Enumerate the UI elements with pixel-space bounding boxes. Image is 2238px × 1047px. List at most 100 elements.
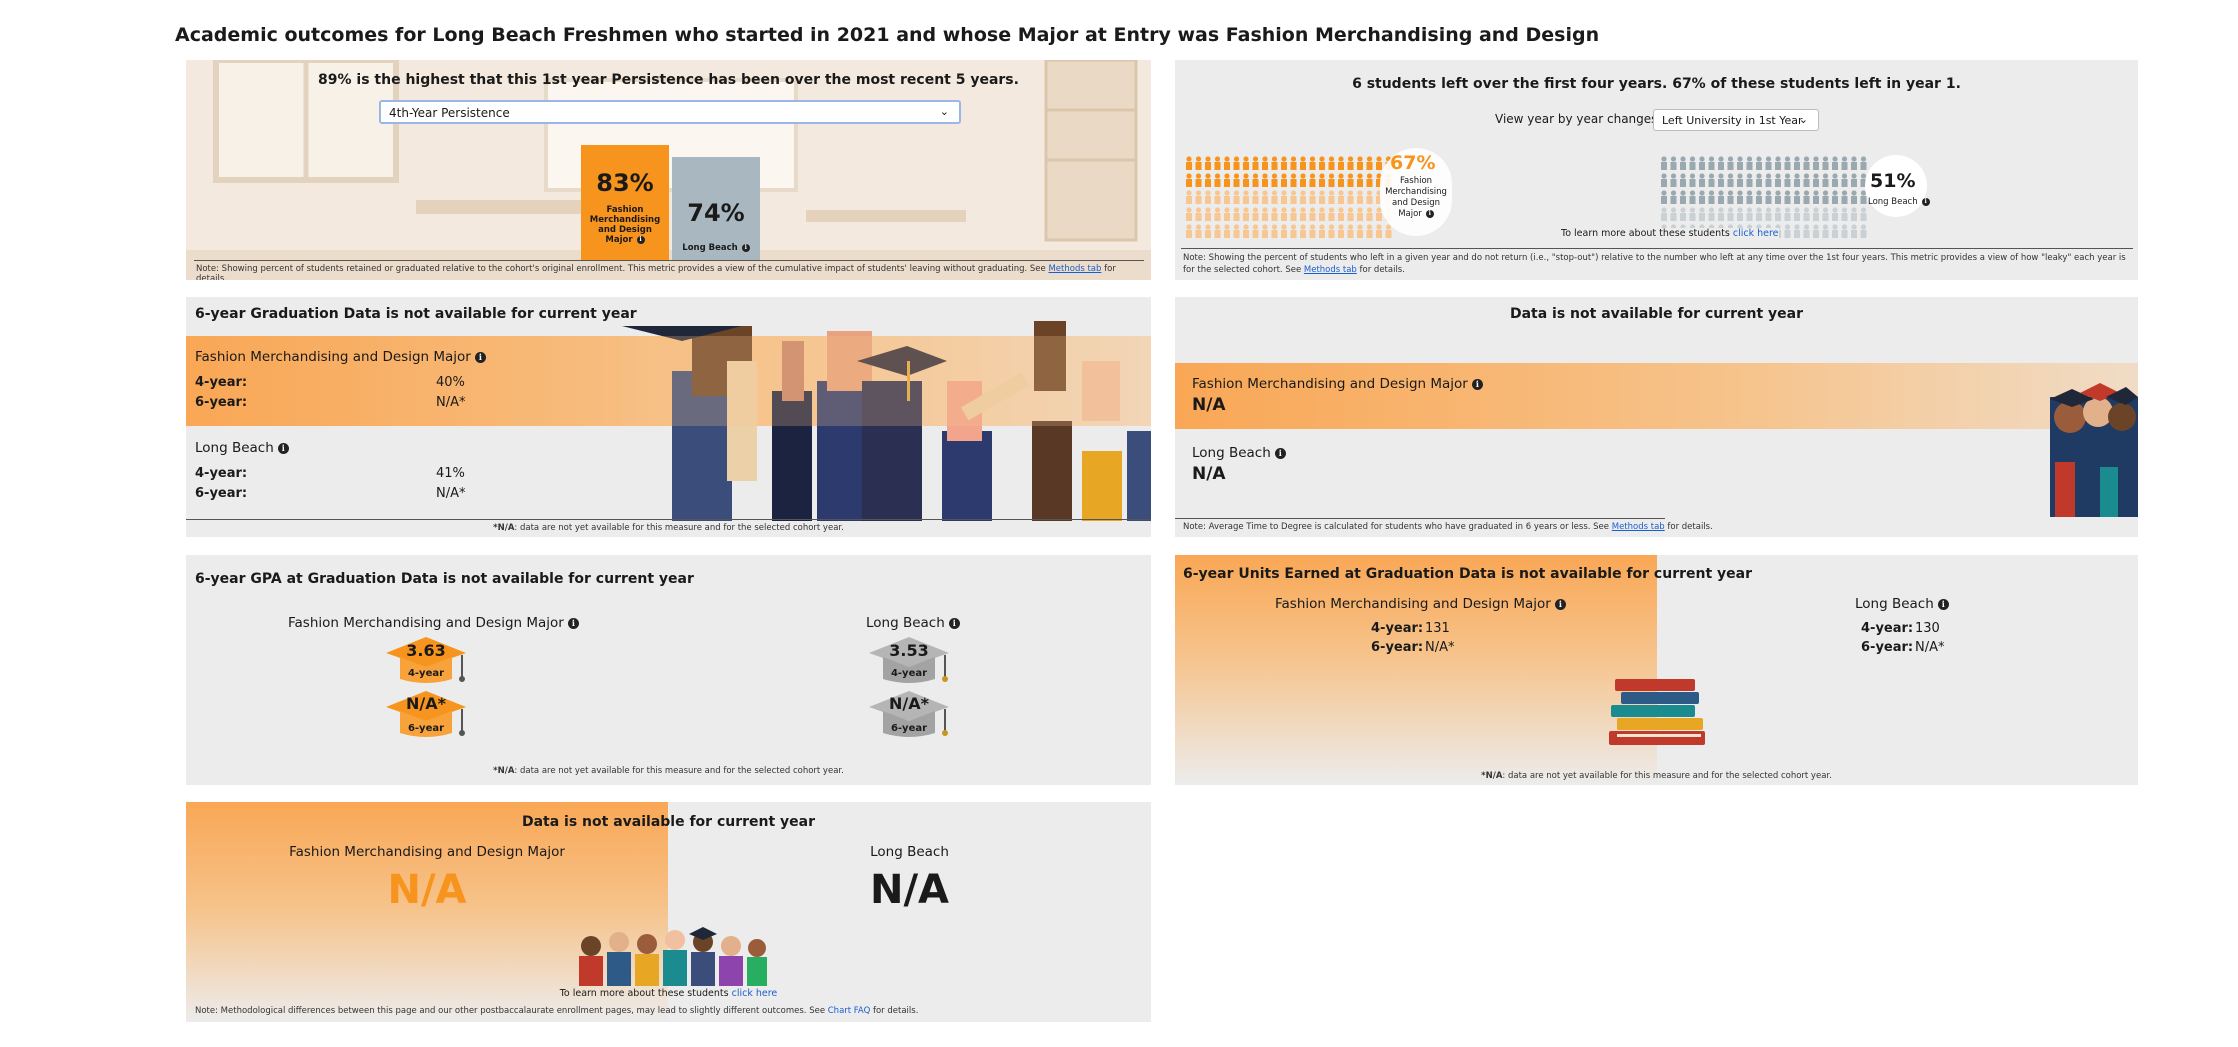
person-icon bbox=[1205, 230, 1211, 238]
person-icon bbox=[1338, 224, 1344, 230]
info-icon[interactable]: i bbox=[741, 243, 750, 252]
person-icon bbox=[1328, 224, 1335, 230]
person-icon bbox=[1281, 162, 1287, 170]
person-icon bbox=[1756, 190, 1762, 196]
person-icon bbox=[1281, 207, 1287, 213]
person-icon bbox=[1357, 196, 1363, 204]
ttd-divider bbox=[1175, 518, 1665, 519]
person-icon bbox=[1851, 162, 1857, 170]
info-icon[interactable]: i bbox=[1921, 197, 1930, 206]
person-icon bbox=[1309, 173, 1316, 179]
person-icon bbox=[1281, 156, 1287, 162]
person-icon bbox=[1832, 190, 1838, 196]
major-6yr-gpa: N/A* bbox=[406, 694, 446, 713]
person-icon bbox=[1243, 224, 1249, 230]
major-4yr-cap-icon bbox=[386, 637, 466, 683]
person-icon bbox=[1803, 190, 1810, 196]
person-icon bbox=[1309, 179, 1316, 187]
person-icon bbox=[1233, 196, 1240, 204]
person-icon bbox=[1243, 190, 1249, 196]
person-icon bbox=[1708, 213, 1715, 221]
person-icon bbox=[1366, 207, 1373, 213]
info-icon[interactable]: i bbox=[474, 351, 486, 363]
person-icon bbox=[1822, 224, 1829, 230]
person-icon bbox=[1243, 230, 1249, 238]
person-icon bbox=[1851, 224, 1857, 230]
person-icon bbox=[1680, 173, 1686, 179]
person-icon bbox=[1737, 190, 1743, 196]
methods-tab-link[interactable]: Methods tab bbox=[1611, 522, 1665, 532]
info-icon[interactable]: i bbox=[1425, 209, 1434, 218]
person-icon bbox=[1233, 207, 1240, 213]
person-icon bbox=[1803, 207, 1810, 213]
campus-units-6yr-value: N/A* bbox=[1915, 640, 1945, 655]
campus-postbacc-label: Long Beach bbox=[870, 844, 949, 860]
year-changes-dropdown[interactable]: Left University in 1st Year ⌄ bbox=[1653, 109, 1819, 131]
person-icon bbox=[1822, 179, 1829, 187]
person-icon bbox=[1186, 224, 1192, 230]
info-icon[interactable]: i bbox=[636, 235, 645, 244]
person-icon bbox=[1271, 224, 1278, 230]
person-icon bbox=[1794, 179, 1800, 187]
info-icon[interactable]: i bbox=[277, 442, 289, 454]
person-icon bbox=[1385, 230, 1392, 238]
persistence-note: Note: Showing percent of students retain… bbox=[196, 264, 1116, 280]
person-icon bbox=[1319, 213, 1325, 221]
person-icon bbox=[1195, 179, 1202, 187]
person-icon bbox=[1727, 173, 1734, 179]
methods-tab-link[interactable]: Methods tab bbox=[1048, 264, 1102, 274]
gpa-title: 6-year GPA at Graduation Data is not ava… bbox=[195, 571, 694, 587]
time-to-degree-note: Note: Average Time to Degree is calculat… bbox=[1183, 522, 1713, 532]
learn-more-link[interactable]: click here bbox=[731, 988, 778, 999]
chart-faq-link[interactable]: Chart FAQ bbox=[827, 1006, 871, 1016]
learn-more-link[interactable]: click here bbox=[1732, 228, 1779, 239]
methods-tab-link[interactable]: Methods tab bbox=[1303, 265, 1357, 275]
person-icon bbox=[1727, 190, 1734, 196]
person-icon bbox=[1195, 156, 1202, 162]
person-icon bbox=[1224, 213, 1230, 221]
campus-units-6yr-label: 6-year: bbox=[1861, 640, 1914, 655]
person-icon bbox=[1224, 156, 1230, 162]
person-icon bbox=[1689, 190, 1696, 196]
persistence-measure-dropdown[interactable]: 4th-Year Persistence ⌄ bbox=[379, 100, 961, 124]
person-icon bbox=[1670, 156, 1677, 162]
person-icon bbox=[1737, 213, 1743, 221]
person-icon bbox=[1680, 207, 1686, 213]
person-icon bbox=[1670, 213, 1677, 221]
info-icon[interactable]: i bbox=[1471, 378, 1483, 390]
person-icon bbox=[1366, 230, 1373, 238]
major-leaver-circle bbox=[1380, 148, 1452, 236]
person-icon bbox=[1689, 156, 1696, 162]
info-icon[interactable]: i bbox=[567, 617, 579, 629]
person-icon bbox=[1195, 190, 1202, 196]
person-icon bbox=[1775, 162, 1781, 170]
person-icon bbox=[1699, 207, 1705, 213]
campus-leaver-label: Long Beach i bbox=[1868, 197, 1930, 207]
info-icon[interactable]: i bbox=[1274, 447, 1286, 459]
person-icon bbox=[1357, 207, 1363, 213]
person-icon bbox=[1214, 190, 1221, 196]
page-title: Academic outcomes for Long Beach Freshme… bbox=[175, 24, 1600, 46]
person-icon bbox=[1803, 224, 1810, 230]
person-icon bbox=[1357, 173, 1363, 179]
person-icon bbox=[1357, 213, 1363, 221]
person-icon bbox=[1841, 162, 1848, 170]
person-icon bbox=[1233, 224, 1240, 230]
info-icon[interactable]: i bbox=[1554, 598, 1566, 610]
campus-leaver-circle bbox=[1865, 155, 1927, 217]
person-icon bbox=[1756, 173, 1762, 179]
person-icon bbox=[1661, 213, 1667, 221]
info-icon[interactable]: i bbox=[948, 617, 960, 629]
time-to-degree-panel: Data is not available for current year F… bbox=[1175, 297, 2138, 537]
person-icon bbox=[1186, 179, 1192, 187]
person-icon bbox=[1300, 190, 1306, 196]
person-icon bbox=[1841, 196, 1848, 204]
person-icon bbox=[1670, 207, 1677, 213]
person-icon bbox=[1205, 156, 1211, 162]
person-icon bbox=[1271, 162, 1278, 170]
person-icon bbox=[1775, 190, 1781, 196]
info-icon[interactable]: i bbox=[1937, 598, 1949, 610]
person-icon bbox=[1290, 213, 1297, 221]
person-icon bbox=[1271, 173, 1278, 179]
campus-4yr-cap-icon bbox=[869, 637, 949, 683]
